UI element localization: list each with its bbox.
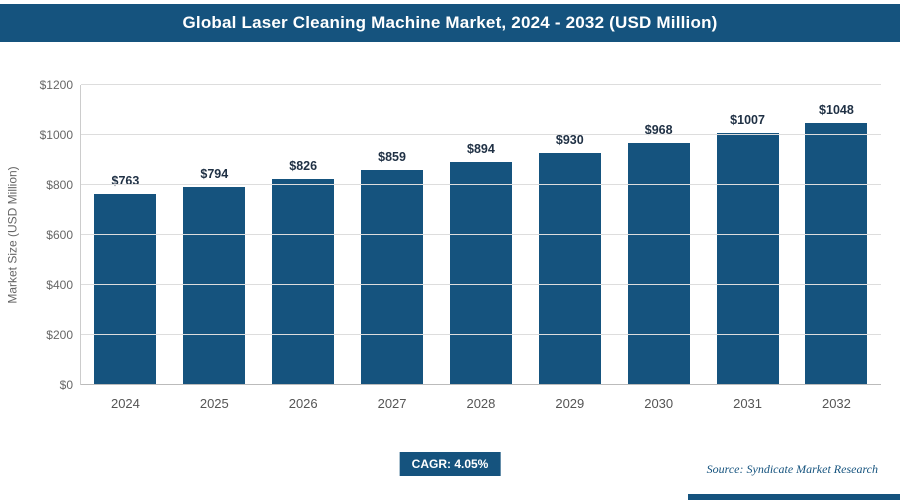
- x-tick-label: 2024: [110, 396, 140, 411]
- bar-group: $930 2029: [538, 85, 601, 411]
- bar-value-label: $859: [378, 150, 406, 165]
- bar-group: $1007 2031: [716, 85, 779, 411]
- bar-group: $968 2030: [627, 85, 690, 411]
- y-tick-label: $0: [59, 378, 73, 392]
- bar-value-label: $1048: [819, 103, 854, 117]
- bar-group: $826 2026: [272, 85, 335, 411]
- footer-accent-strip: [688, 494, 900, 500]
- bar-group: $894 2028: [449, 85, 512, 411]
- y-tick-label: $800: [46, 178, 73, 192]
- chart-header-bar: Global Laser Cleaning Machine Market, 20…: [0, 4, 900, 42]
- chart-title: Global Laser Cleaning Machine Market, 20…: [182, 13, 718, 32]
- x-tick-label: 2030: [644, 396, 674, 411]
- bar-group: $1048 2032: [805, 85, 868, 411]
- y-tick-label: $400: [46, 278, 73, 292]
- bar-value-label: $968: [644, 123, 673, 137]
- bar-group: $763 2024: [94, 85, 157, 411]
- gridline: $600: [46, 228, 881, 242]
- bar: [449, 161, 512, 385]
- bar-group: $859 2027: [361, 85, 424, 411]
- source-note: Source: Syndicate Market Research: [706, 462, 878, 476]
- bar-value-label: $1007: [730, 113, 765, 128]
- x-tick-label: 2025: [199, 396, 229, 411]
- bar: [627, 143, 690, 385]
- x-tick-label: 2026: [288, 396, 318, 411]
- x-tick-label: 2032: [821, 396, 851, 411]
- gridline: $0: [60, 378, 881, 392]
- bar: [94, 194, 157, 385]
- bar: [538, 152, 601, 385]
- x-tick-label: 2028: [466, 396, 496, 411]
- bar-group: $794 2025: [183, 85, 246, 411]
- y-tick-label: $600: [46, 228, 73, 242]
- gridline: $800: [46, 178, 881, 192]
- gridline: $1200: [40, 78, 881, 92]
- plot-area: $763 2024 $794 2025 $826 2026 $859 2027 $894 2028…: [40, 78, 881, 411]
- gridline: $200: [46, 328, 881, 342]
- bar: [716, 133, 779, 385]
- x-tick-label: 2029: [555, 396, 585, 411]
- cagr-badge: CAGR: 4.05%: [399, 452, 501, 476]
- bar-value-label: $794: [200, 166, 229, 181]
- bars-row: $763 2024 $794 2025 $826 2026 $859 2027 $894 2028…: [81, 85, 881, 411]
- bar-value-label: $894: [467, 141, 495, 156]
- x-tick-label: 2031: [733, 396, 763, 411]
- x-tick-label: 2027: [377, 396, 407, 411]
- bar-value-label: $826: [289, 158, 318, 173]
- gridline: $1000: [40, 128, 881, 142]
- bar: [183, 186, 246, 385]
- y-tick-label: $1200: [39, 78, 73, 92]
- gridline: $400: [46, 278, 881, 292]
- bar-value-label: $763: [111, 174, 140, 189]
- bar: [272, 178, 335, 385]
- bar-value-label: $930: [555, 132, 584, 147]
- bar: [361, 170, 424, 385]
- bar: [805, 123, 868, 385]
- y-tick-label: $200: [46, 328, 73, 342]
- y-tick-label: $1000: [39, 128, 73, 142]
